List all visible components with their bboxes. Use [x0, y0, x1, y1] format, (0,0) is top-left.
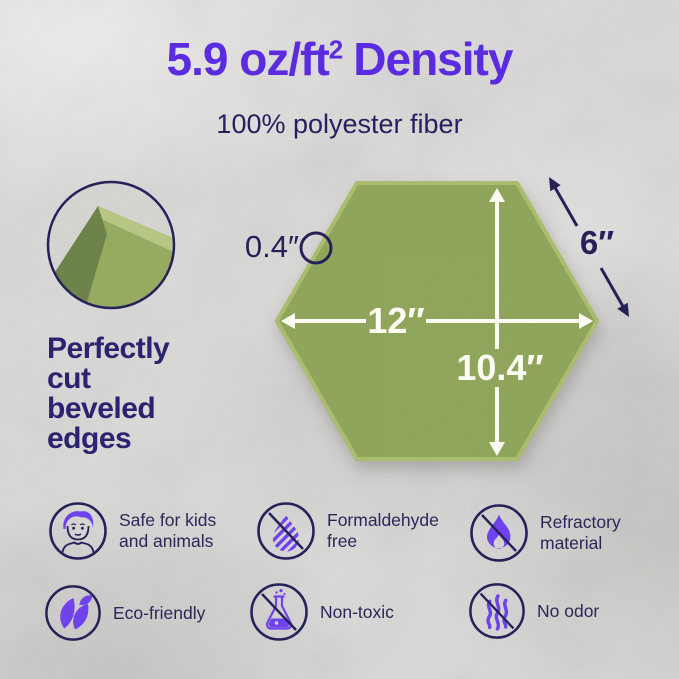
arrowhead-left	[281, 313, 295, 329]
feature-no-odor: No odor	[468, 582, 599, 640]
feature-formaldehyde-free: Formaldehyde free	[256, 501, 439, 561]
no-formaldehyde-icon	[257, 502, 315, 560]
feature-label: Formaldehyde free	[327, 510, 439, 551]
feature-label: No odor	[537, 600, 600, 621]
height-label: 10.4″	[456, 347, 543, 388]
no-odor-icon	[469, 583, 525, 639]
no-toxic-flask-icon	[250, 583, 308, 641]
feature-eco-friendly: Eco-friendly	[44, 584, 205, 642]
arrowhead-down	[489, 442, 505, 456]
bevel-caption: Perfectly cut beveled edges	[47, 332, 170, 455]
feature-safe-for-kids: Safe for kids and animals	[48, 501, 216, 561]
arrowhead-up	[489, 188, 505, 202]
arrowhead-upleft	[549, 177, 561, 192]
kid-face-icon	[49, 502, 107, 560]
feature-label: Safe for kids and animals	[119, 510, 217, 551]
side-label: 6″	[580, 224, 614, 261]
title-density-value: 5.9 oz/ft	[166, 33, 330, 85]
bevel-caption-line: cut	[47, 362, 91, 395]
arrowhead-right	[579, 313, 593, 329]
eco-leaves-icon	[45, 585, 101, 641]
feature-label: Non-toxic	[320, 601, 394, 622]
page-title: 5.9 oz/ft2 Density	[0, 34, 679, 85]
title-density-word: Density	[353, 33, 513, 85]
bevel-closeup-photo	[46, 180, 176, 310]
thickness-indicator-circle	[299, 231, 333, 265]
thickness-label: 0.4″	[245, 229, 299, 264]
subtitle: 100% polyester fiber	[216, 109, 463, 139]
feature-label: Eco-friendly	[113, 602, 206, 623]
side-dimension-arrow	[551, 183, 627, 311]
feature-refractory-material: Refractory material	[469, 503, 621, 563]
bevel-caption-line: edges	[47, 422, 132, 455]
bevel-caption-line: beveled	[47, 392, 156, 425]
title-superscript: 2	[328, 34, 344, 65]
feature-label: Refractory material	[540, 512, 621, 553]
feature-non-toxic: Non-toxic	[249, 582, 394, 642]
no-flame-icon	[470, 504, 528, 562]
arrowhead-downright	[617, 302, 629, 317]
bevel-caption-line: Perfectly	[47, 332, 170, 365]
width-label: 12″	[367, 300, 424, 341]
